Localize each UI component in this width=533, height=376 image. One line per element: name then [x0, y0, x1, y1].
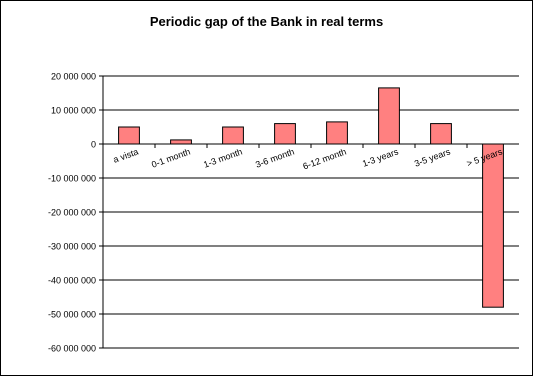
y-tick-label: 20 000 000 — [51, 72, 96, 82]
y-tick-label: -50 000 000 — [48, 310, 96, 320]
bar — [274, 123, 296, 145]
y-tick-label: -30 000 000 — [48, 242, 96, 252]
bar — [482, 143, 504, 308]
y-tick-label: -60 000 000 — [48, 344, 96, 354]
bar — [170, 139, 192, 145]
bar — [430, 123, 452, 145]
x-tick-label: 6-12 month — [301, 146, 347, 171]
y-tick-label: 10 000 000 — [51, 106, 96, 116]
x-tick-label: 1-3 years — [361, 146, 400, 168]
x-tick-label: 3-6 month — [254, 146, 296, 169]
y-tick-label: -40 000 000 — [48, 276, 96, 286]
bar — [326, 121, 348, 145]
bar — [118, 126, 140, 145]
chart-title: Periodic gap of the Bank in real terms — [149, 14, 384, 29]
bar — [222, 126, 244, 145]
bar — [378, 87, 400, 145]
x-tick-label: 0-1 month — [150, 146, 192, 169]
x-tick-label: 1-3 month — [202, 146, 244, 169]
y-tick-label: -10 000 000 — [48, 174, 96, 184]
x-tick-label: 3-5 years — [413, 146, 452, 168]
y-tick-label: -20 000 000 — [48, 208, 96, 218]
x-tick-label: a vista — [112, 146, 140, 164]
y-tick-label: 0 — [91, 140, 96, 150]
